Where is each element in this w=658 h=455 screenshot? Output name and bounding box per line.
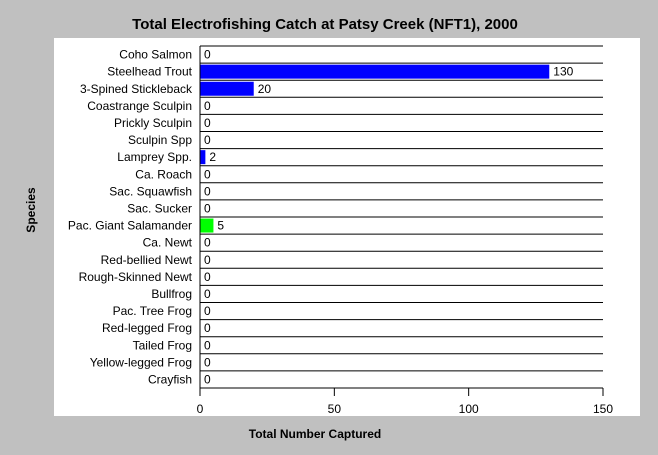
bar: [200, 81, 254, 96]
category-label: Sac. Squawfish: [109, 184, 192, 198]
category-label: Pac. Giant Salamander: [68, 219, 192, 233]
category-label: 3-Spined Stickleback: [80, 82, 193, 96]
category-label: Pac. Tree Frog: [113, 304, 192, 318]
category-label: Bullfrog: [151, 287, 192, 301]
data-label: 130: [553, 65, 573, 79]
x-axis-title: Total Number Captured: [249, 427, 381, 441]
category-label: Coho Salmon: [119, 48, 192, 62]
bar: [200, 218, 214, 233]
category-label: Sculpin Spp: [128, 133, 192, 147]
x-tick-label: 0: [197, 402, 204, 416]
x-tick-label: 150: [593, 402, 613, 416]
category-labels: Coho Salmon Steelhead Trout 3-Spined Stick…: [68, 48, 193, 387]
x-axis: 0 50 100 150: [197, 46, 613, 416]
data-label: 0: [204, 338, 211, 352]
data-label: 5: [217, 219, 224, 233]
category-label: Yellow-legged Frog: [90, 355, 192, 369]
category-label: Lamprey Spp.: [117, 150, 192, 164]
category-label: Coastrange Sculpin: [87, 99, 192, 113]
x-tick-label: 50: [328, 402, 342, 416]
category-label: Crayfish: [148, 372, 192, 386]
data-label: 2: [209, 150, 216, 164]
data-label: 0: [204, 167, 211, 181]
category-label: Ca. Newt: [143, 236, 193, 250]
data-label: 0: [204, 201, 211, 215]
bar: [200, 64, 550, 79]
x-tick-label: 100: [459, 402, 479, 416]
data-label: 0: [204, 99, 211, 113]
data-label: 0: [204, 270, 211, 284]
category-label: Prickly Sculpin: [114, 116, 192, 130]
gridlines: [200, 45, 603, 389]
category-label: Rough-Skinned Newt: [79, 270, 193, 284]
bar: [200, 150, 206, 165]
category-label: Red-legged Frog: [102, 321, 192, 335]
data-label: 0: [204, 321, 211, 335]
data-label: 0: [204, 253, 211, 267]
plot-panel: [54, 38, 640, 416]
data-label: 0: [204, 372, 211, 386]
data-label: 0: [204, 116, 211, 130]
bars: [200, 64, 550, 233]
data-label: 0: [204, 304, 211, 318]
data-label: 0: [204, 287, 211, 301]
data-label: 20: [258, 82, 272, 96]
data-label: 0: [204, 184, 211, 198]
category-label: Tailed Frog: [133, 338, 192, 352]
data-label: 0: [204, 355, 211, 369]
category-label: Sac. Sucker: [127, 201, 192, 215]
category-label: Ca. Roach: [135, 167, 192, 181]
data-label: 0: [204, 236, 211, 250]
data-label: 0: [204, 133, 211, 147]
chart-title: Total Electrofishing Catch at Patsy Cree…: [132, 16, 518, 33]
y-axis-title: Species: [24, 187, 38, 233]
category-label: Steelhead Trout: [107, 65, 192, 79]
data-label: 0: [204, 48, 211, 62]
category-label: Red-bellied Newt: [101, 253, 193, 267]
